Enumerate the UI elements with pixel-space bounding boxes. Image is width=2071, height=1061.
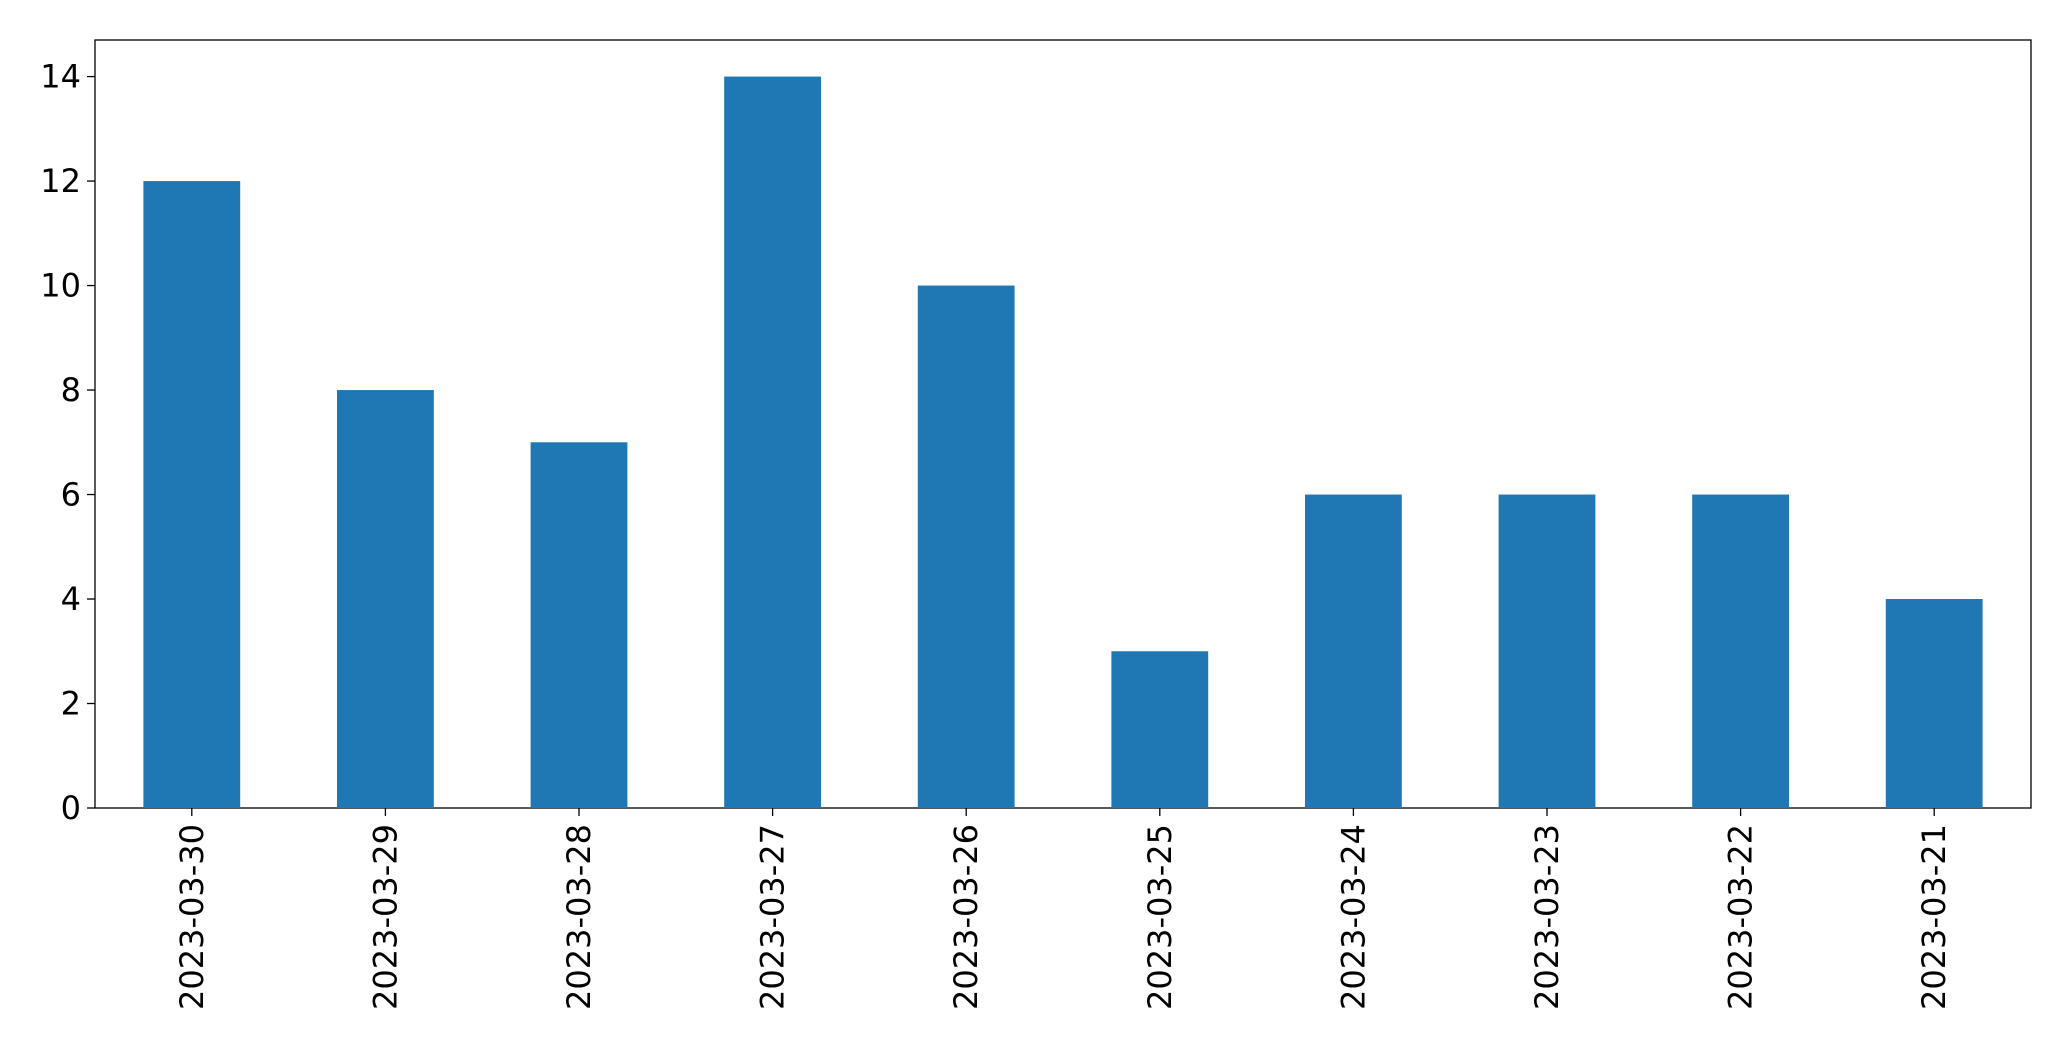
x-tick-label: 2023-03-25	[1141, 824, 1179, 1010]
bar	[1692, 494, 1789, 808]
bar	[337, 390, 434, 808]
bar	[530, 442, 628, 808]
y-tick-label: 10	[40, 267, 81, 305]
x-tick-label: 2023-03-28	[560, 824, 598, 1010]
x-tick-label: 2023-03-26	[947, 824, 985, 1010]
bar	[1111, 651, 1209, 808]
x-tick-label: 2023-03-24	[1334, 824, 1372, 1010]
x-tick-label: 2023-03-29	[366, 824, 404, 1010]
x-tick-label: 2023-03-22	[1722, 824, 1760, 1010]
plot-frame	[94, 39, 2032, 809]
x-tick-label: 2023-03-30	[173, 824, 211, 1010]
bar	[1885, 599, 1983, 808]
bar	[143, 181, 241, 808]
y-tick-label: 0	[61, 789, 81, 827]
x-tick-label: 2023-03-21	[1915, 824, 1953, 1010]
x-tick-label: 2023-03-27	[754, 824, 792, 1010]
y-tick-label: 2	[61, 685, 81, 723]
x-tick-label: 2023-03-23	[1528, 824, 1566, 1010]
y-tick-label: 6	[61, 476, 81, 514]
bar	[1305, 494, 1402, 808]
bar	[917, 285, 1015, 808]
bar	[1498, 494, 1596, 808]
y-tick-label: 8	[61, 371, 81, 409]
bar	[724, 76, 821, 809]
y-tick-label: 12	[40, 162, 81, 200]
y-tick-label: 4	[61, 580, 81, 618]
y-tick-label: 14	[40, 58, 81, 96]
